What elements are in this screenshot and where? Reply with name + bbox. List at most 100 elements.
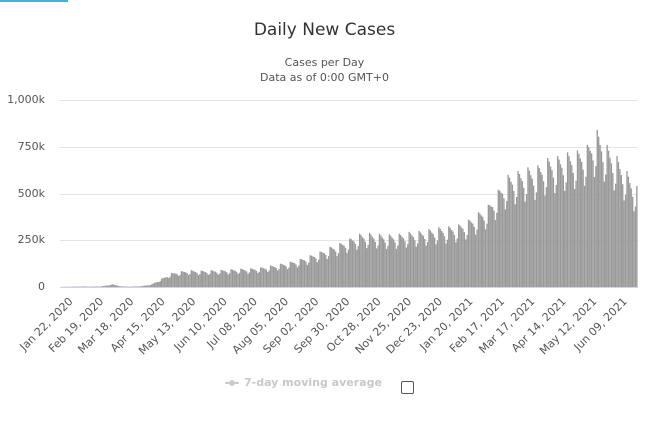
bar[interactable] bbox=[494, 220, 497, 287]
bar[interactable] bbox=[363, 238, 365, 287]
bar[interactable] bbox=[209, 273, 211, 287]
bar[interactable] bbox=[433, 237, 436, 287]
bar[interactable] bbox=[586, 144, 589, 287]
bar[interactable] bbox=[83, 286, 85, 287]
bar[interactable] bbox=[426, 241, 429, 287]
bar[interactable] bbox=[261, 267, 263, 287]
bar[interactable] bbox=[469, 220, 471, 287]
bar[interactable] bbox=[179, 274, 181, 287]
bar[interactable] bbox=[359, 233, 361, 287]
bar[interactable] bbox=[152, 283, 154, 288]
bar[interactable] bbox=[394, 242, 396, 287]
bar[interactable] bbox=[458, 224, 460, 287]
bar[interactable] bbox=[101, 286, 103, 287]
bar[interactable] bbox=[360, 235, 362, 287]
bar[interactable] bbox=[442, 232, 444, 287]
bar[interactable] bbox=[405, 247, 408, 287]
bar[interactable] bbox=[535, 192, 538, 287]
bar[interactable] bbox=[441, 231, 443, 287]
bar[interactable] bbox=[499, 190, 501, 287]
bar[interactable] bbox=[506, 201, 508, 287]
bar[interactable] bbox=[177, 275, 180, 287]
bar[interactable] bbox=[416, 243, 419, 287]
bar[interactable] bbox=[626, 171, 628, 287]
bar[interactable] bbox=[187, 275, 190, 287]
bar[interactable] bbox=[484, 229, 487, 287]
bar[interactable] bbox=[306, 264, 309, 287]
bar[interactable] bbox=[161, 278, 163, 287]
bar[interactable] bbox=[504, 209, 507, 287]
bar[interactable] bbox=[142, 285, 144, 287]
bar[interactable] bbox=[398, 233, 400, 287]
bar[interactable] bbox=[540, 171, 542, 287]
bar[interactable] bbox=[252, 269, 255, 287]
bar[interactable] bbox=[589, 150, 591, 287]
bar[interactable] bbox=[241, 269, 243, 287]
bar[interactable] bbox=[344, 247, 347, 287]
bar[interactable] bbox=[467, 219, 470, 287]
bar[interactable] bbox=[569, 161, 572, 287]
bar[interactable] bbox=[511, 184, 514, 287]
bar[interactable] bbox=[521, 181, 523, 287]
bar[interactable] bbox=[114, 284, 116, 287]
bar[interactable] bbox=[572, 173, 574, 287]
bar[interactable] bbox=[194, 272, 197, 287]
bar[interactable] bbox=[247, 273, 249, 287]
bar[interactable] bbox=[122, 286, 125, 287]
bar[interactable] bbox=[582, 169, 584, 287]
bar[interactable] bbox=[313, 256, 316, 287]
bar[interactable] bbox=[173, 273, 176, 287]
bar[interactable] bbox=[489, 205, 491, 287]
bar[interactable] bbox=[350, 239, 352, 287]
bar[interactable] bbox=[528, 170, 531, 287]
bar[interactable] bbox=[158, 282, 160, 287]
bar[interactable] bbox=[245, 271, 248, 287]
bar[interactable] bbox=[418, 230, 420, 287]
bar[interactable] bbox=[288, 267, 290, 287]
bar[interactable] bbox=[298, 265, 300, 287]
bar[interactable] bbox=[465, 239, 467, 287]
bar[interactable] bbox=[141, 286, 143, 287]
bar[interactable] bbox=[473, 226, 475, 287]
bar[interactable] bbox=[590, 153, 593, 287]
bar[interactable] bbox=[508, 177, 511, 287]
bar[interactable] bbox=[320, 251, 323, 287]
bar[interactable] bbox=[424, 238, 426, 287]
bar[interactable] bbox=[170, 272, 173, 287]
bar[interactable] bbox=[183, 271, 185, 287]
bar[interactable] bbox=[357, 245, 359, 287]
bar[interactable] bbox=[380, 235, 382, 287]
bar[interactable] bbox=[286, 269, 289, 287]
bar[interactable] bbox=[366, 248, 368, 287]
bar[interactable] bbox=[159, 281, 161, 287]
bar[interactable] bbox=[308, 262, 310, 287]
bar[interactable] bbox=[558, 159, 560, 287]
bar[interactable] bbox=[166, 277, 168, 287]
bar[interactable] bbox=[112, 284, 115, 287]
bar[interactable] bbox=[452, 231, 454, 287]
plot-area[interactable] bbox=[60, 90, 638, 288]
bar[interactable] bbox=[497, 189, 499, 287]
bar[interactable] bbox=[523, 187, 525, 287]
bar[interactable] bbox=[599, 144, 601, 287]
bar[interactable] bbox=[193, 271, 195, 287]
bar[interactable] bbox=[487, 204, 490, 287]
bar[interactable] bbox=[100, 286, 102, 287]
bar[interactable] bbox=[500, 192, 502, 287]
bar[interactable] bbox=[583, 185, 586, 287]
bar[interactable] bbox=[390, 235, 392, 287]
bar[interactable] bbox=[146, 285, 149, 287]
bar[interactable] bbox=[514, 204, 516, 287]
bar[interactable] bbox=[607, 150, 610, 287]
bar[interactable] bbox=[303, 260, 306, 287]
bar[interactable] bbox=[251, 268, 253, 287]
bar[interactable] bbox=[408, 231, 410, 287]
bar[interactable] bbox=[496, 212, 498, 287]
bar[interactable] bbox=[139, 286, 142, 287]
bar[interactable] bbox=[579, 158, 581, 287]
bar[interactable] bbox=[199, 274, 201, 287]
bar[interactable] bbox=[104, 285, 106, 287]
bar[interactable] bbox=[342, 244, 344, 287]
bar[interactable] bbox=[182, 271, 184, 287]
bar[interactable] bbox=[598, 136, 600, 287]
